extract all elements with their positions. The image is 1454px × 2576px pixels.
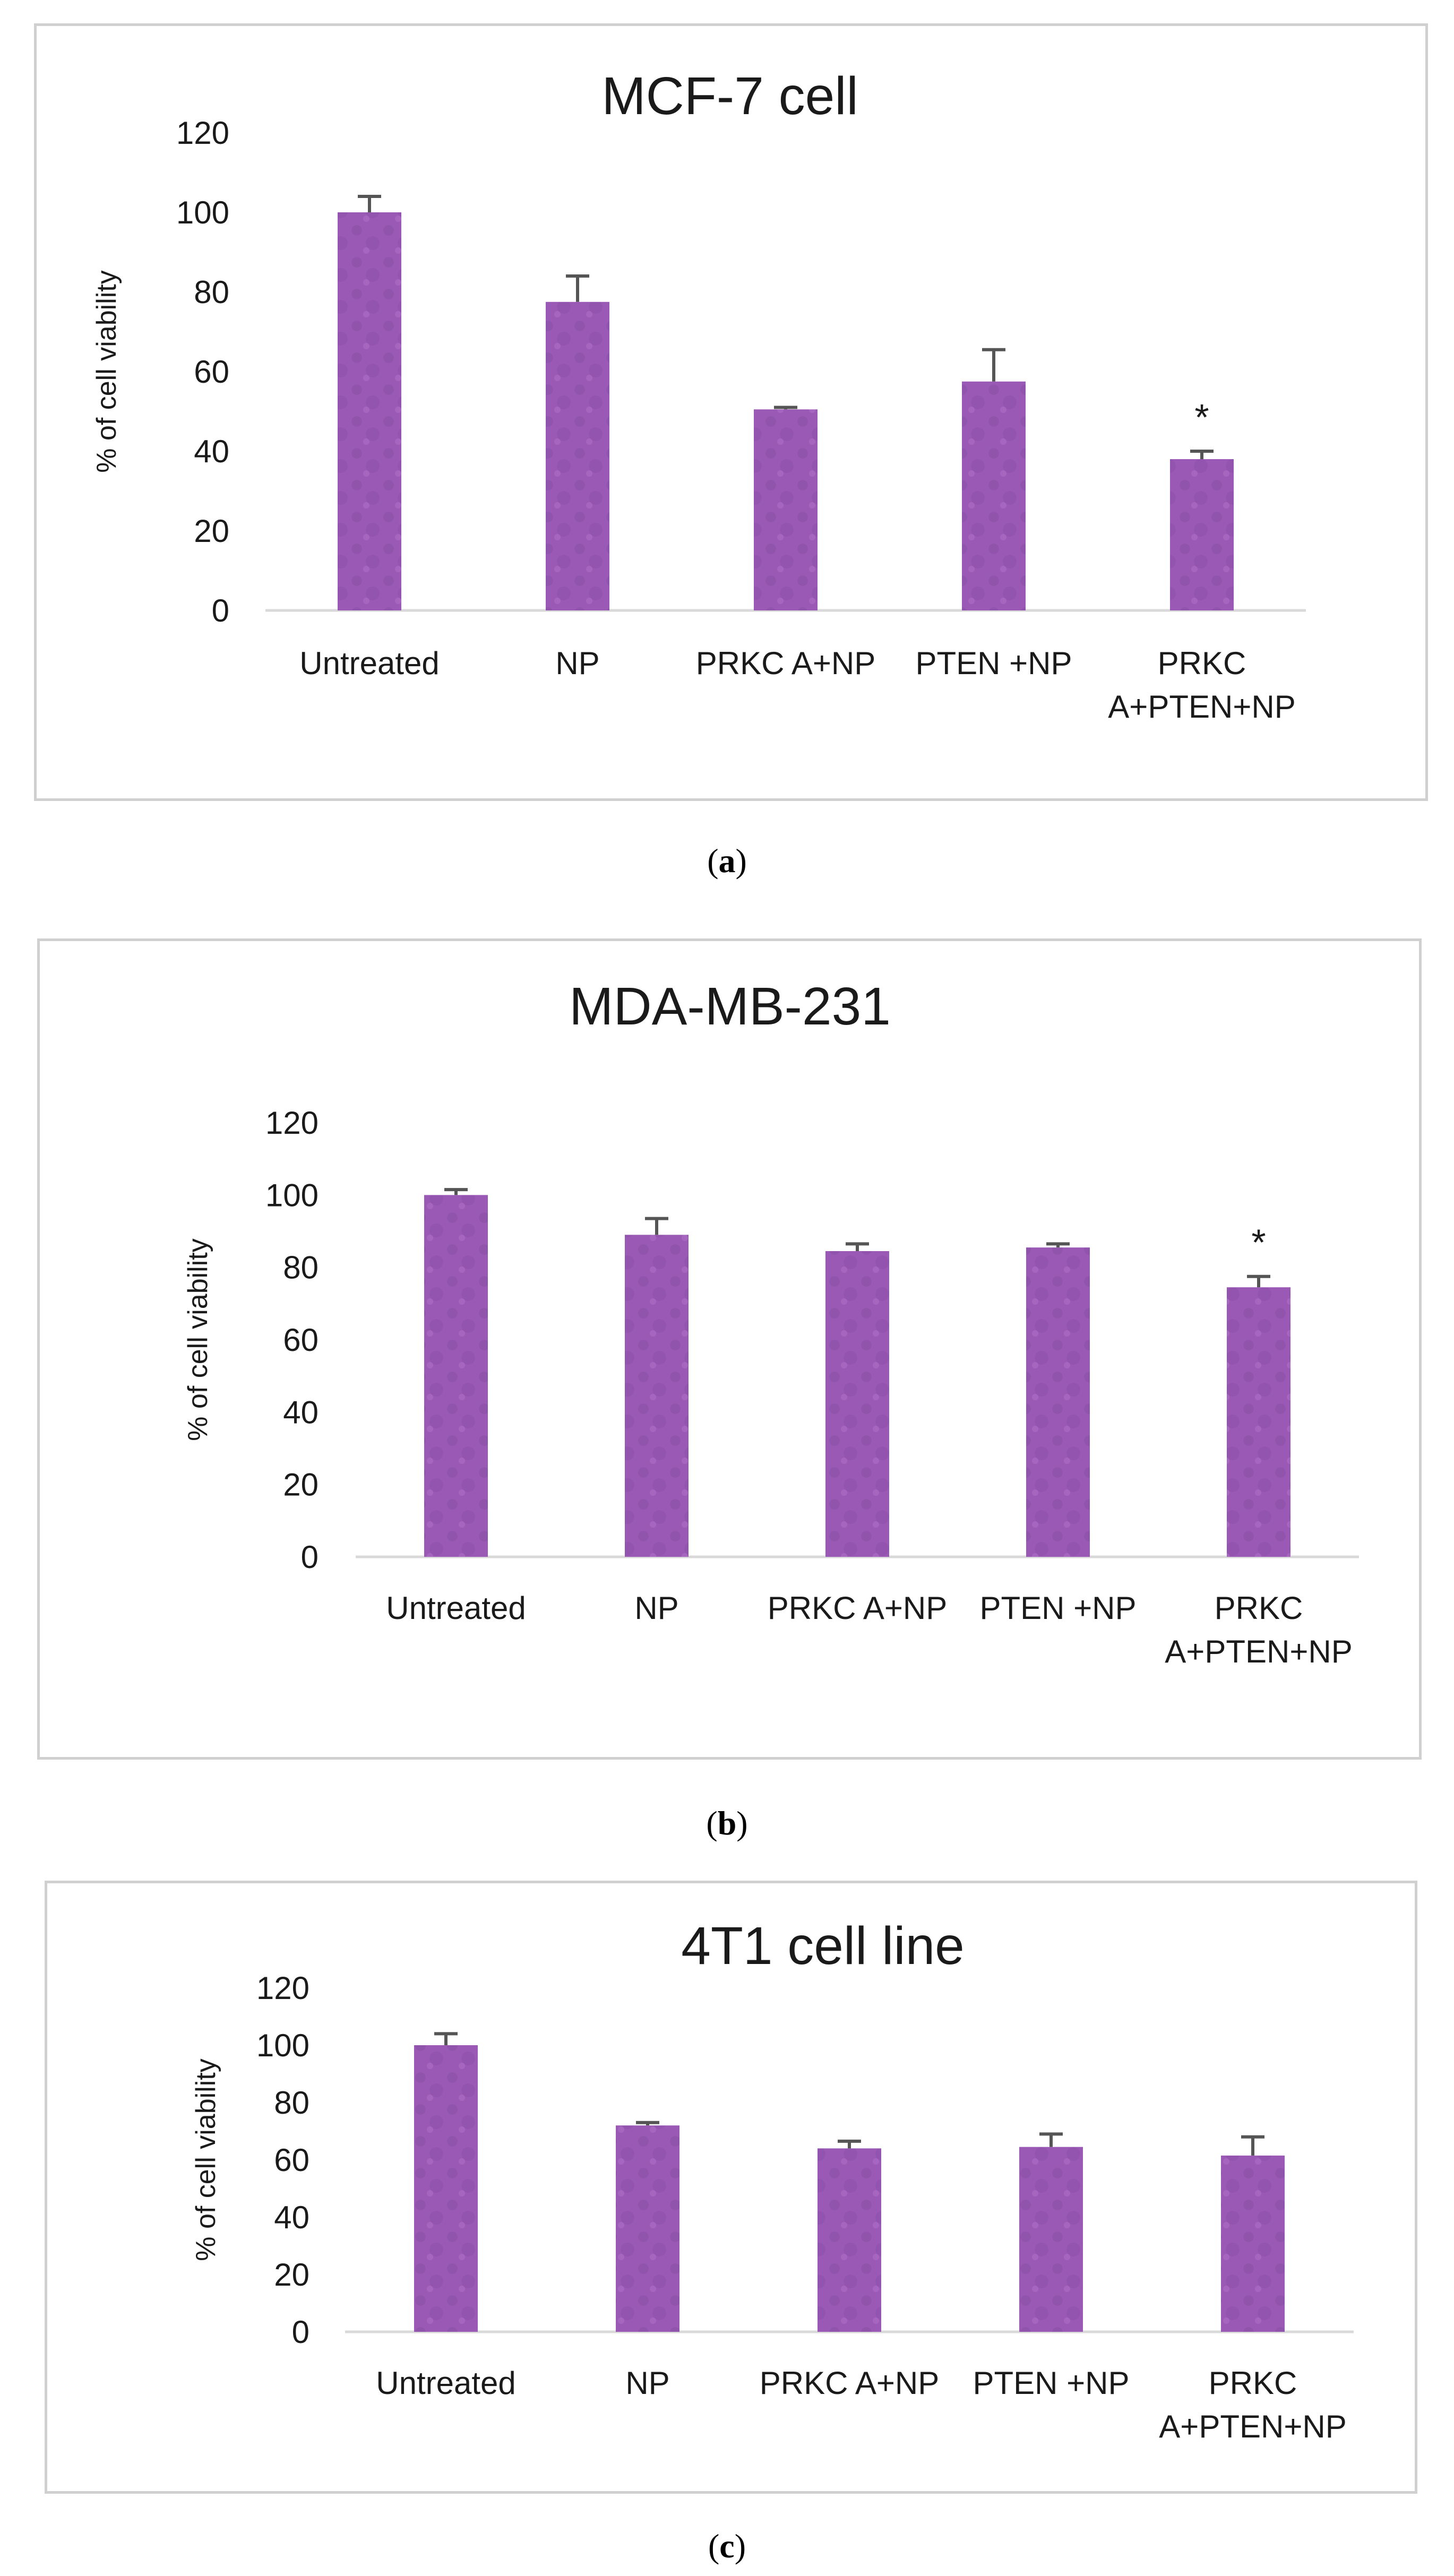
x-tick-label: PTEN +NP xyxy=(915,645,1072,681)
bar xyxy=(1227,1287,1290,1557)
y-tick-label: 40 xyxy=(274,2200,309,2235)
bar xyxy=(338,212,401,610)
x-tick-label-line: Untreated xyxy=(299,645,440,681)
x-tick-label: Untreated xyxy=(386,1590,526,1626)
y-tick-label: 120 xyxy=(176,115,229,151)
x-tick-label-line: A+PTEN+NP xyxy=(1165,1634,1352,1669)
bar xyxy=(625,1235,689,1557)
x-tick-label: NP xyxy=(625,2365,669,2401)
bar-chart-1: MCF-7 cell % of cell viability 0 20 40 60 80 10… xyxy=(91,66,1306,725)
caption-close-paren: ) xyxy=(735,842,747,880)
y-tick-label: 60 xyxy=(274,2142,309,2178)
caption-letter: a xyxy=(718,842,736,880)
caption-letter: c xyxy=(719,2527,735,2565)
x-tick-label-line: A+PTEN+NP xyxy=(1159,2409,1346,2444)
x-tick-label-line: PRKC xyxy=(1158,645,1246,681)
y-tick-label: 40 xyxy=(283,1394,319,1430)
caption-open-paren: ( xyxy=(707,842,719,880)
y-tick-label: 80 xyxy=(194,274,229,310)
y-tick-label: 80 xyxy=(274,2085,309,2121)
x-tick-label: PRKC A+PTEN+NP xyxy=(1108,645,1295,725)
x-tick-label-line: NP xyxy=(625,2365,669,2401)
panel-caption-a: (a) xyxy=(0,841,1454,881)
bar xyxy=(962,381,1026,610)
x-tick-label: PRKC A+PTEN+NP xyxy=(1165,1590,1352,1669)
x-tick-label: NP xyxy=(555,645,599,681)
chart-panel-a xyxy=(34,23,1428,801)
panel-caption-c: (c) xyxy=(0,2527,1454,2566)
y-tick-label: 100 xyxy=(265,1177,319,1213)
bar xyxy=(1170,459,1234,610)
x-tick-label-line: PTEN +NP xyxy=(915,645,1072,681)
x-tick-label-line: PRKC A+NP xyxy=(696,645,875,681)
y-tick-label: 100 xyxy=(176,195,229,230)
y-tick-label: 100 xyxy=(256,2028,309,2063)
y-tick-label: 40 xyxy=(194,434,229,469)
bar xyxy=(1019,2147,1083,2332)
chart-panel-c xyxy=(45,1881,1417,2494)
y-tick-label: 20 xyxy=(194,513,229,549)
y-tick-label: 60 xyxy=(194,354,229,390)
y-tick-label: 0 xyxy=(292,2314,309,2350)
x-tick-label-line: PRKC A+NP xyxy=(768,1590,947,1626)
chart-title: MCF-7 cell xyxy=(601,66,858,126)
caption-letter: b xyxy=(717,1804,737,1842)
x-tick-label-line: PTEN +NP xyxy=(979,1590,1136,1626)
chart-panel-b xyxy=(37,938,1422,1760)
bar xyxy=(1026,1247,1090,1557)
bar xyxy=(616,2125,679,2332)
x-tick-label: PTEN +NP xyxy=(973,2365,1129,2401)
x-tick-label: PRKC A+NP xyxy=(760,2365,939,2401)
x-tick-label: NP xyxy=(634,1590,678,1626)
bar-chart-2: MDA-MB-231 % of cell viability 0 20 40 60 80 10… xyxy=(183,977,1359,1669)
y-tick-label: 20 xyxy=(283,1467,319,1503)
caption-close-paren: ) xyxy=(734,2527,746,2565)
x-tick-label-line: A+PTEN+NP xyxy=(1108,689,1295,725)
y-axis-label: % of cell viability xyxy=(183,1238,213,1441)
panel-caption-b: (b) xyxy=(0,1804,1454,1843)
x-tick-label-line: NP xyxy=(634,1590,678,1626)
x-tick-label-line: Untreated xyxy=(386,1590,526,1626)
x-tick-label: Untreated xyxy=(299,645,440,681)
x-tick-label-line: NP xyxy=(555,645,599,681)
bar xyxy=(546,301,609,610)
x-tick-label: Untreated xyxy=(376,2365,516,2401)
y-tick-label: 0 xyxy=(212,593,229,628)
x-tick-label-line: PTEN +NP xyxy=(973,2365,1129,2401)
bar xyxy=(1221,2155,1285,2332)
bar xyxy=(818,2148,881,2332)
y-tick-label: 120 xyxy=(256,1970,309,2006)
bar xyxy=(424,1195,488,1557)
significance-marker: * xyxy=(1194,397,1209,438)
significance-marker: * xyxy=(1251,1222,1266,1263)
y-tick-label: 60 xyxy=(283,1322,319,1358)
x-tick-label: PRKC A+PTEN+NP xyxy=(1159,2365,1346,2444)
y-tick-label: 80 xyxy=(283,1250,319,1286)
x-tick-label-line: PRKC A+NP xyxy=(760,2365,939,2401)
y-tick-label: 20 xyxy=(274,2257,309,2293)
y-tick-label: 0 xyxy=(301,1539,319,1575)
x-tick-label: PTEN +NP xyxy=(979,1590,1136,1626)
y-axis-label: % of cell viability xyxy=(91,270,122,472)
bar xyxy=(414,2045,478,2332)
y-axis-label: % of cell viability xyxy=(191,2058,221,2261)
caption-close-paren: ) xyxy=(736,1804,748,1842)
caption-open-paren: ( xyxy=(708,2527,720,2565)
bar xyxy=(754,409,818,610)
caption-open-paren: ( xyxy=(706,1804,718,1842)
x-tick-label: PRKC A+NP xyxy=(696,645,875,681)
chart-title: MDA-MB-231 xyxy=(569,977,891,1036)
x-tick-label-line: PRKC xyxy=(1209,2365,1297,2401)
chart-title: 4T1 cell line xyxy=(681,1916,965,1976)
x-tick-label: PRKC A+NP xyxy=(768,1590,947,1626)
bar xyxy=(825,1251,889,1557)
y-tick-label: 120 xyxy=(265,1105,319,1141)
x-tick-label-line: PRKC xyxy=(1215,1590,1303,1626)
bar-chart-3: 4T1 cell line % of cell viability 0 20 40 60 8… xyxy=(191,1916,1354,2444)
x-tick-label-line: Untreated xyxy=(376,2365,516,2401)
